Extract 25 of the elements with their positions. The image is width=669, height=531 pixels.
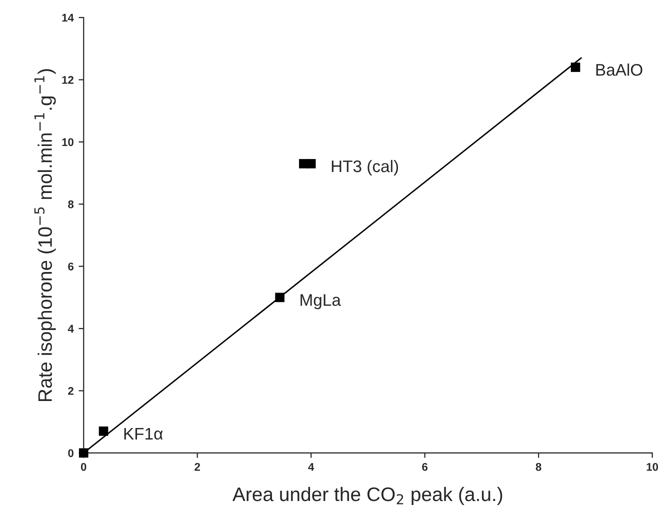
- y-tick-label: 2: [68, 387, 74, 395]
- point: [275, 292, 284, 302]
- y-tick-label: 0: [68, 449, 74, 458]
- x-tick-label: 4: [308, 463, 314, 471]
- annotation: BaAlO: [596, 64, 642, 76]
- point: [570, 62, 580, 72]
- x-tick-label: 6: [422, 462, 428, 471]
- x-tick-label: 2: [194, 462, 200, 471]
- annotation: KF1α: [124, 428, 163, 440]
- point: [98, 426, 108, 436]
- y-tick-label: 12: [62, 76, 74, 84]
- x-tick-label: 0: [80, 462, 86, 471]
- y-tick-label: 10: [62, 138, 74, 146]
- x-axis-title: Area under the CO$_{2}$ peak (a.u.): [232, 486, 502, 506]
- y-axis-title: Rate isophorone (10$^{−5}$ mol.min$^{−1}$.g$^{−1}$): [34, 69, 56, 402]
- x-tick-label: 10: [646, 462, 658, 471]
- y-tick-label: 4: [68, 324, 74, 333]
- annotation: MgLa: [300, 294, 341, 310]
- y-tick-label: 6: [68, 262, 74, 270]
- point: [78, 448, 88, 458]
- y-tick-label: 14: [62, 14, 74, 22]
- point: [306, 159, 316, 168]
- annotation: HT3 (cal): [332, 160, 398, 176]
- x-tick-label: 8: [536, 462, 542, 471]
- y-tick-label: 8: [68, 200, 74, 208]
